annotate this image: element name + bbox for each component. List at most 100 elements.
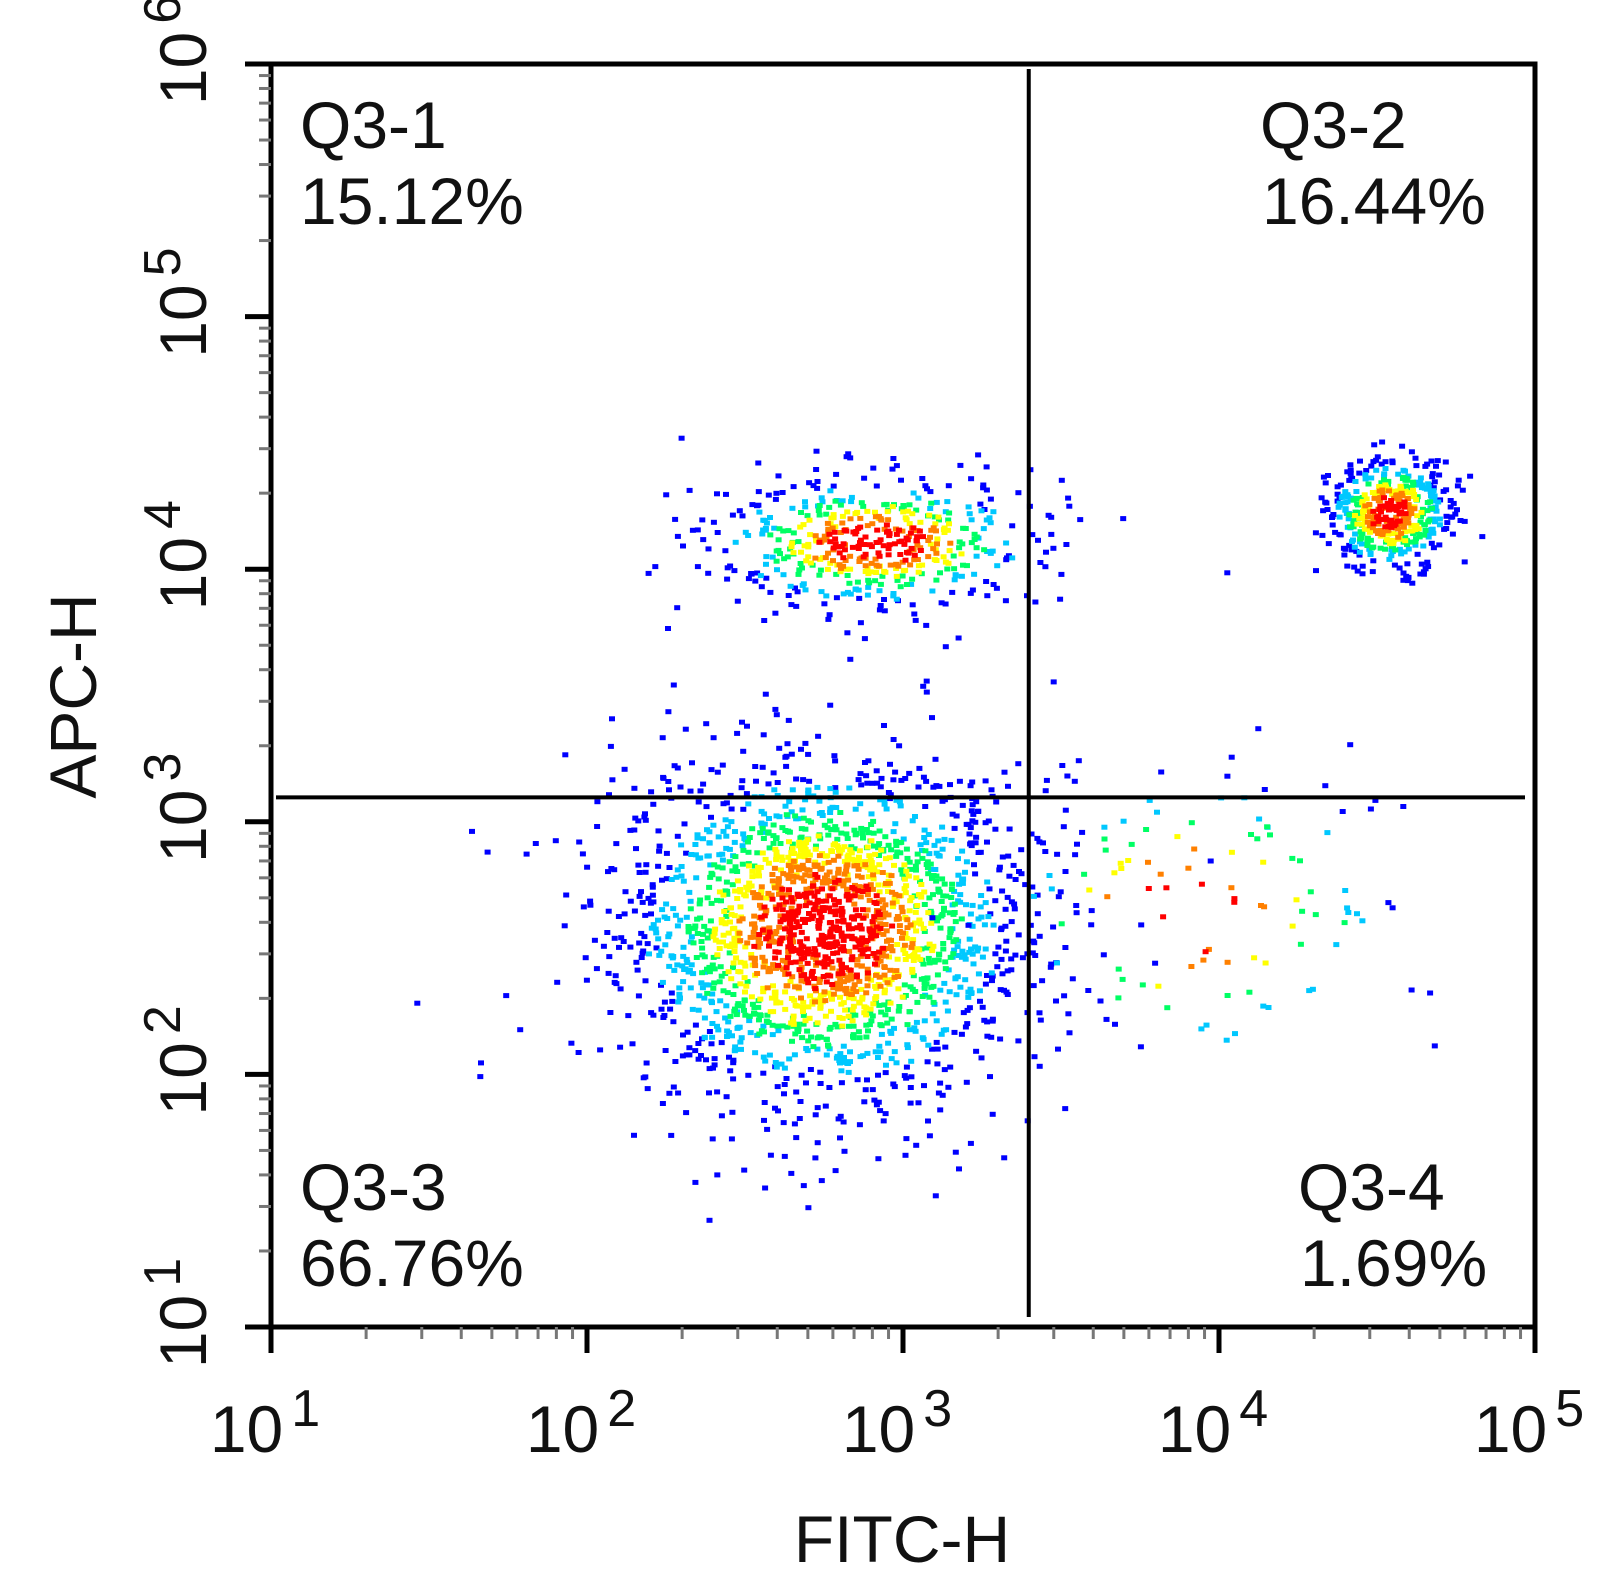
event-dot	[1457, 518, 1464, 523]
event-dot	[1037, 1017, 1044, 1023]
event-dot	[854, 957, 861, 963]
event-dot	[740, 806, 747, 812]
event-dot	[1415, 526, 1422, 532]
event-dot	[862, 534, 869, 540]
event-dot	[766, 939, 773, 945]
event-dot	[1449, 531, 1456, 537]
event-dot	[832, 789, 839, 795]
event-dot	[706, 1217, 713, 1223]
event-dot	[734, 869, 741, 874]
event-dot	[714, 1089, 721, 1095]
event-dot	[786, 929, 793, 935]
event-dot	[896, 743, 903, 749]
event-dot	[856, 884, 863, 890]
event-dot	[940, 554, 947, 560]
event-dot	[774, 1023, 781, 1029]
event-dot	[1396, 511, 1403, 517]
event-dot	[927, 534, 933, 540]
event-dot	[1008, 956, 1015, 962]
event-dot	[854, 913, 861, 919]
event-dot	[832, 785, 839, 791]
event-dot	[812, 999, 818, 1005]
event-dot	[873, 933, 880, 939]
event-dot	[969, 802, 976, 808]
event-dot	[703, 1057, 709, 1063]
event-dot	[907, 530, 914, 536]
event-dot	[1050, 924, 1057, 930]
event-dot	[611, 935, 618, 941]
event-dot	[890, 777, 897, 783]
event-dot	[1231, 896, 1238, 902]
event-dot	[1125, 858, 1132, 863]
event-dot	[716, 939, 723, 945]
event-dot	[1428, 458, 1435, 464]
event-dot	[922, 804, 929, 809]
event-dot	[705, 982, 712, 988]
event-dot	[971, 862, 977, 868]
event-dot	[719, 865, 726, 871]
event-dot	[754, 971, 761, 976]
event-dot	[817, 866, 824, 872]
event-dot	[1256, 816, 1263, 822]
event-dot	[800, 1183, 807, 1189]
event-dot	[917, 548, 924, 553]
event-dot	[655, 936, 662, 942]
event-dot	[677, 784, 684, 790]
event-dot	[827, 560, 834, 566]
event-dot	[720, 892, 727, 898]
event-dot	[817, 1081, 824, 1086]
event-dot	[732, 864, 739, 870]
event-dot	[840, 948, 847, 954]
event-dot	[846, 926, 852, 932]
event-dot	[800, 1009, 806, 1015]
event-dot	[728, 911, 735, 917]
event-dot	[731, 568, 738, 574]
event-dot	[778, 1061, 785, 1067]
event-dot	[692, 1048, 699, 1054]
event-dot	[737, 889, 744, 895]
event-dot	[865, 874, 872, 880]
event-dot	[730, 1060, 737, 1066]
event-dot	[839, 1015, 846, 1021]
event-dot	[873, 768, 880, 774]
event-dot	[781, 892, 788, 898]
event-dot	[706, 1066, 713, 1072]
event-dot	[934, 541, 940, 547]
event-dot	[921, 835, 928, 840]
event-dot	[1337, 482, 1344, 488]
event-dot	[874, 780, 881, 786]
event-dot	[876, 588, 883, 594]
event-dot	[877, 958, 884, 964]
event-dot	[1086, 887, 1093, 893]
event-dot	[875, 550, 882, 556]
event-dot	[781, 556, 788, 562]
event-dot	[863, 827, 870, 832]
event-dot	[643, 1060, 650, 1066]
event-dot	[855, 1029, 862, 1035]
event-dot	[912, 617, 919, 623]
event-dot	[857, 771, 864, 777]
event-dot	[770, 1009, 777, 1015]
event-dot	[1040, 840, 1046, 846]
event-dot	[974, 948, 981, 954]
event-dot	[795, 539, 802, 545]
event-dot	[850, 996, 857, 1002]
event-dot	[825, 859, 832, 865]
event-dot	[1267, 832, 1273, 838]
event-dot	[831, 753, 838, 759]
event-dot	[694, 931, 701, 936]
event-dot	[679, 1053, 686, 1059]
event-dot	[959, 877, 966, 883]
event-dot	[932, 867, 939, 872]
event-dot	[706, 1090, 712, 1096]
event-dot	[831, 897, 837, 903]
event-dot	[948, 895, 955, 900]
event-dot	[803, 1080, 809, 1086]
event-dot	[769, 872, 776, 877]
event-dot	[897, 552, 904, 557]
event-dot	[814, 485, 821, 491]
event-dot	[1143, 827, 1150, 832]
event-dot	[871, 914, 878, 920]
event-dot	[1408, 987, 1415, 993]
event-dot	[926, 994, 933, 1000]
